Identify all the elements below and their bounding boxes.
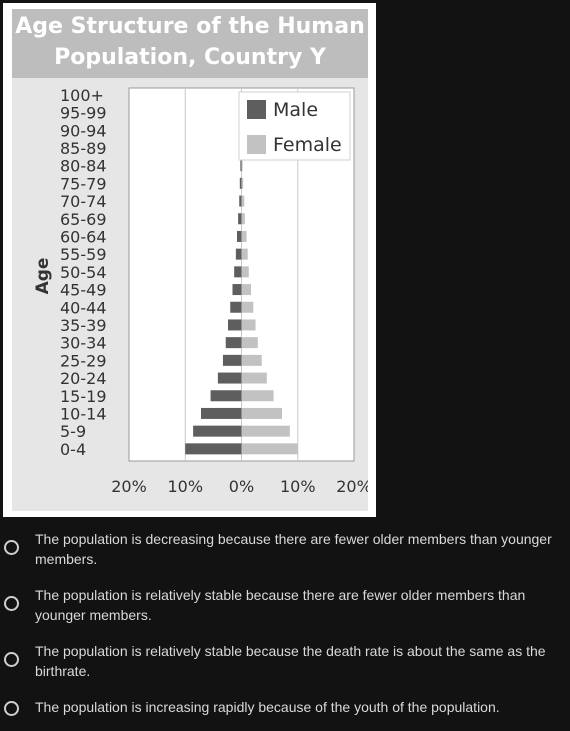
- population-pyramid-figure: Age Structure of the Human Population, C…: [3, 3, 376, 517]
- chart-title-line-1: Age Structure of the Human: [15, 14, 365, 39]
- age-tick-label: 80-84: [60, 157, 107, 176]
- radio-button-1[interactable]: [4, 540, 19, 555]
- female-bar: [241, 425, 290, 437]
- answer-option-3[interactable]: The population is relatively stable beca…: [0, 634, 570, 679]
- x-tick-label: 20%: [111, 477, 147, 496]
- legend-label-male: Male: [273, 99, 318, 121]
- male-bar: [232, 284, 242, 296]
- female-bar: [241, 160, 243, 172]
- female-bar: [241, 266, 249, 278]
- age-tick-label: 45-49: [60, 281, 107, 300]
- answer-option-4-text: The population is increasing rapidly bec…: [35, 699, 500, 715]
- male-bar: [235, 248, 242, 260]
- answer-option-2[interactable]: The population is relatively stable beca…: [0, 578, 570, 623]
- x-tick-label: 10%: [167, 477, 203, 496]
- answer-option-4[interactable]: The population is increasing rapidly bec…: [0, 692, 570, 722]
- radio-button-2[interactable]: [4, 596, 19, 611]
- female-bar: [241, 230, 247, 242]
- age-tick-label: 85-89: [60, 139, 107, 158]
- y-axis-label: Age: [33, 258, 53, 295]
- male-bar: [240, 160, 242, 172]
- age-tick-label: 0-4: [60, 440, 86, 459]
- x-tick-label: 20%: [336, 477, 368, 496]
- female-bar: [241, 177, 244, 189]
- age-tick-label: 30-34: [60, 334, 107, 353]
- x-tick-label: 0%: [229, 477, 254, 496]
- female-bar: [241, 390, 274, 402]
- male-bar: [185, 443, 242, 455]
- male-bar: [234, 266, 242, 278]
- answer-option-1[interactable]: The population is decreasing because the…: [0, 522, 570, 567]
- answer-option-3-text: The population is relatively stable beca…: [35, 643, 546, 679]
- age-tick-label: 20-24: [60, 369, 107, 388]
- female-bar: [241, 213, 245, 225]
- female-bar: [241, 195, 245, 207]
- male-bar: [217, 372, 242, 384]
- answer-option-2-text: The population is relatively stable beca…: [35, 587, 526, 623]
- answer-option-1-text: The population is decreasing because the…: [35, 531, 552, 567]
- age-tick-label: 5-9: [60, 422, 86, 441]
- female-bar: [241, 337, 258, 349]
- female-bar: [241, 248, 248, 260]
- age-tick-label: 40-44: [60, 298, 107, 317]
- female-bar: [241, 284, 252, 296]
- population-pyramid-chart: 100+95-9990-9485-8980-8475-7970-7465-696…: [33, 86, 368, 496]
- female-bar: [241, 301, 254, 313]
- chart-title-band: Age Structure of the Human Population, C…: [12, 9, 368, 78]
- male-bar: [201, 407, 242, 419]
- legend-swatch-female: [247, 135, 266, 154]
- age-tick-label: 100+: [60, 86, 104, 105]
- chart-panel: 100+ 95-99 90-94 85-89 80-84 75-79 70-74 65-69 6…: [12, 78, 368, 511]
- male-bar: [238, 213, 242, 225]
- male-bar: [237, 230, 242, 242]
- age-tick-label: 25-29: [60, 351, 107, 370]
- age-tick-label: 55-59: [60, 245, 107, 264]
- radio-button-3[interactable]: [4, 652, 19, 667]
- male-bar: [239, 195, 242, 207]
- age-tick-label: 70-74: [60, 192, 107, 211]
- age-tick-label: 65-69: [60, 210, 107, 229]
- age-tick-label: 35-39: [60, 316, 107, 335]
- age-tick-label: 95-99: [60, 104, 107, 123]
- chart-title-line-2: Population, Country Y: [54, 45, 326, 70]
- female-bar: [241, 372, 267, 384]
- female-bar: [241, 319, 256, 331]
- female-bar: [241, 354, 262, 366]
- female-bar: [241, 443, 298, 455]
- x-tick-label: 10%: [280, 477, 316, 496]
- male-bar: [239, 177, 242, 189]
- male-bar: [210, 390, 242, 402]
- male-bar: [193, 425, 242, 437]
- age-tick-label: 15-19: [60, 387, 107, 406]
- male-bar: [228, 319, 242, 331]
- age-tick-label: 50-54: [60, 263, 107, 282]
- age-tick-label: 75-79: [60, 174, 107, 193]
- age-tick-label: 90-94: [60, 121, 107, 140]
- male-bar: [230, 301, 242, 313]
- male-bar: [225, 337, 242, 349]
- radio-button-4[interactable]: [4, 701, 19, 716]
- age-tick-label: 10-14: [60, 404, 107, 423]
- legend-swatch-male: [247, 100, 266, 119]
- female-bar: [241, 407, 282, 419]
- legend-label-female: Female: [273, 134, 342, 156]
- male-bar: [222, 354, 242, 366]
- age-tick-label: 60-64: [60, 227, 107, 246]
